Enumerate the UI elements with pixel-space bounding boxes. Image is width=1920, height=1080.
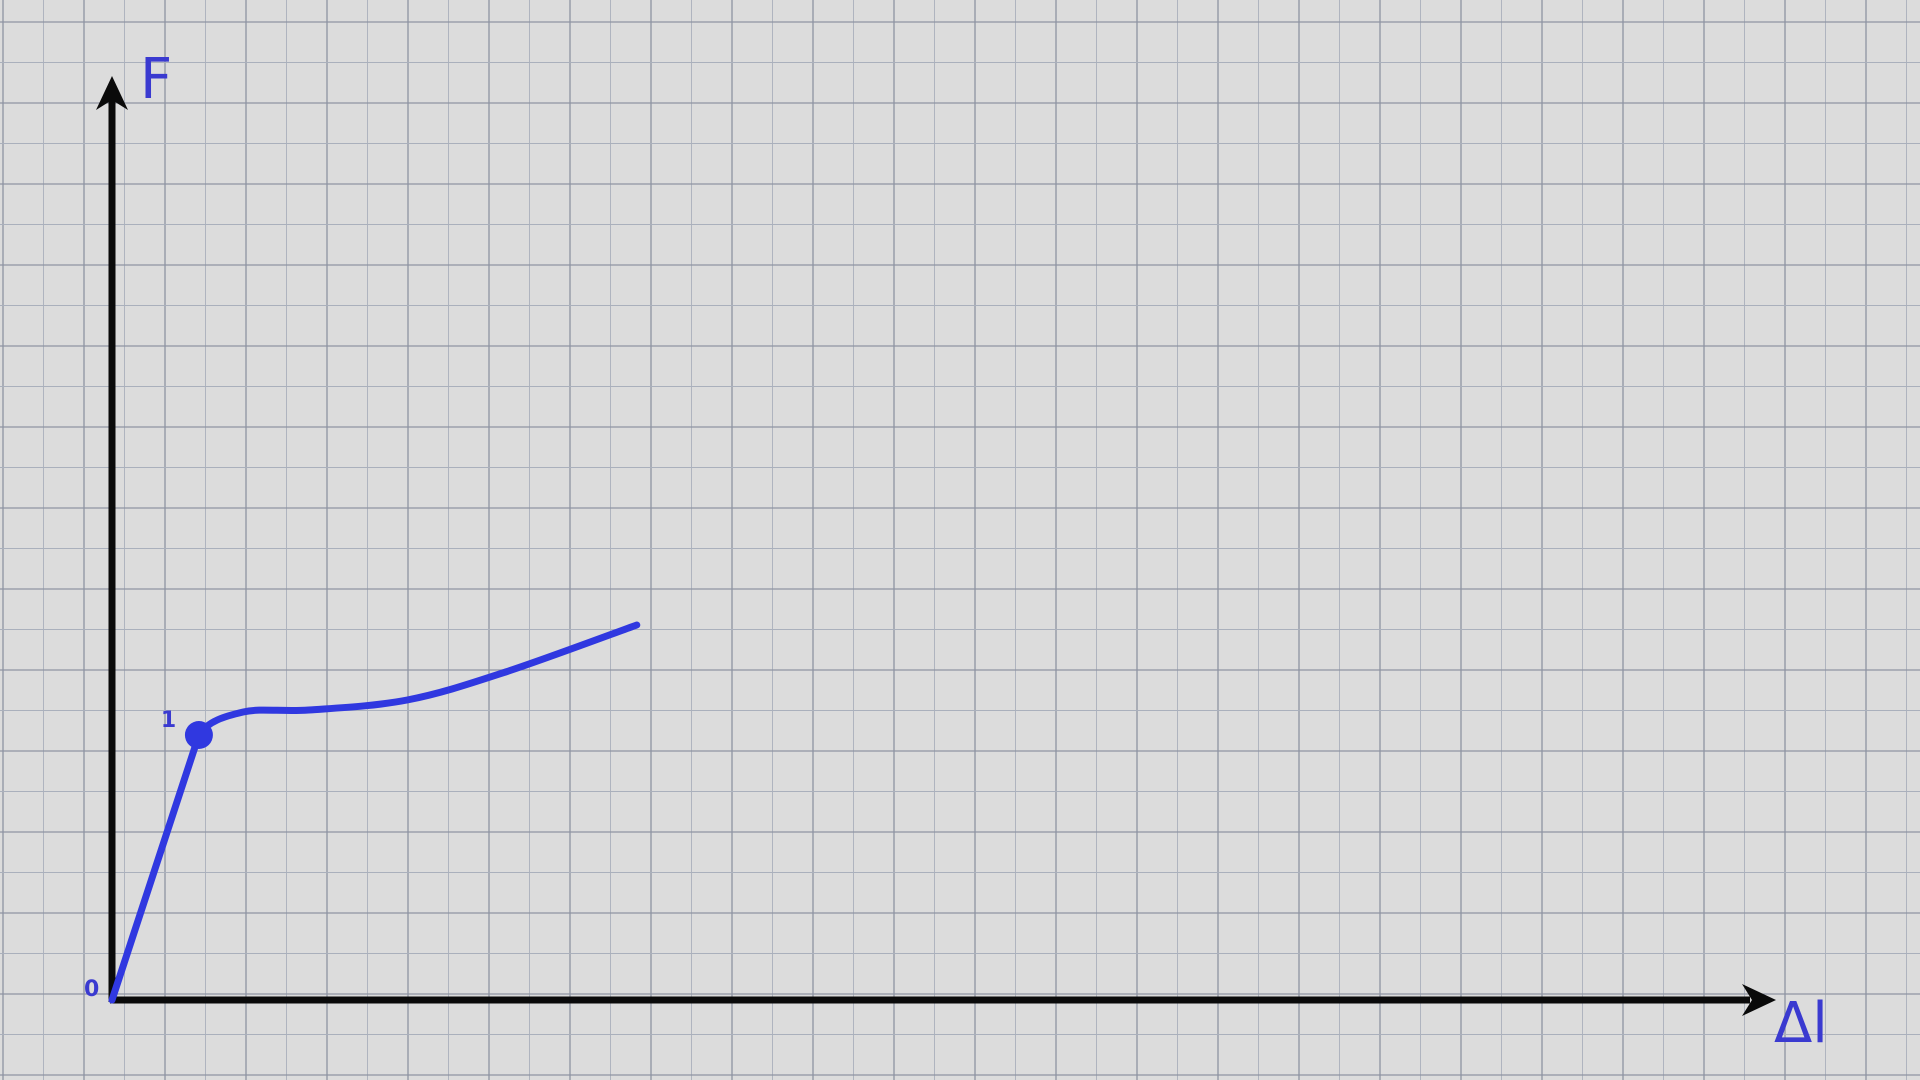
series-line xyxy=(108,621,641,1004)
y-axis-arrow-icon xyxy=(96,76,128,110)
y-axis-label: F xyxy=(140,47,172,112)
axes xyxy=(96,76,1776,1016)
origin-label: 0 xyxy=(84,977,99,1002)
annotation-points: 1 xyxy=(161,708,213,749)
x-axis-arrow-icon xyxy=(1742,984,1776,1016)
point-marker xyxy=(184,721,213,749)
x-axis-label: Δl xyxy=(1774,991,1828,1056)
point-label: 1 xyxy=(161,708,176,733)
plot-area xyxy=(108,621,641,1004)
